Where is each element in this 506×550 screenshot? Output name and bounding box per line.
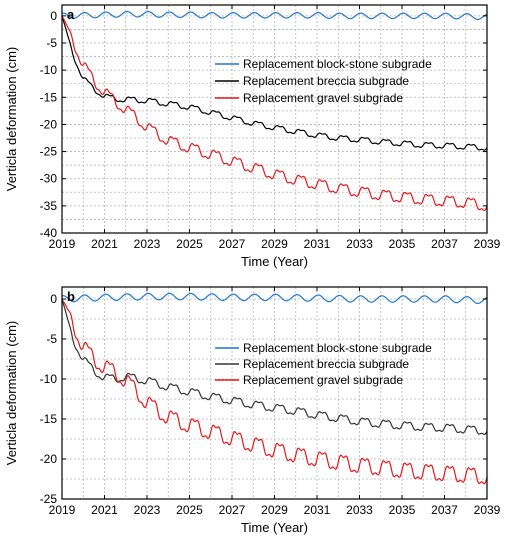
y-tick-label: 0 [50,9,57,23]
x-tick-label: 2029 [261,503,288,517]
y-tick-label: -15 [40,90,58,104]
y-tick-label: -20 [40,117,58,131]
grid-lines [62,287,487,500]
y-tick-label: -25 [40,492,58,506]
x-tick-label: 2039 [474,503,501,517]
y-tick-label: -35 [40,199,58,213]
series-line-1 [61,10,488,21]
x-tick-label: 2035 [389,503,416,517]
series-line-2 [61,15,488,151]
y-tick-label: -5 [46,36,57,50]
x-tick-label: 2029 [261,237,288,251]
series-line-2 [61,298,488,436]
x-tick-label: 2021 [91,503,118,517]
y-tick-label: -20 [40,452,58,466]
y-tick-label: -25 [40,145,58,159]
legend-label: Replacement block-stone subgrade [243,341,432,355]
x-tick-label: 2037 [431,503,458,517]
panel-label: b [67,289,75,304]
x-axis-label: Time (Year) [241,520,308,535]
x-tick-label: 2033 [346,237,373,251]
legend-label: Replacement gravel subgrade [243,91,403,105]
x-tick-label: 2019 [49,503,76,517]
legend-label: Replacement breccia subgrade [243,74,409,88]
y-tick-label: -30 [40,172,58,186]
x-tick-label: 2027 [219,503,246,517]
y-tick-label: 0 [50,292,57,306]
x-tick-label: 2021 [91,237,118,251]
legend-label: Replacement breccia subgrade [243,357,409,371]
y-tick-label: -40 [40,226,58,240]
y-axis-label: Verticla deformation (cm) [4,47,19,192]
x-tick-label: 2019 [49,237,76,251]
x-tick-label: 2023 [134,503,161,517]
x-tick-label: 2037 [431,237,458,251]
x-tick-label: 2025 [176,237,203,251]
x-tick-label: 2039 [474,237,501,251]
x-tick-label: 2027 [219,237,246,251]
y-tick-label: -5 [46,332,57,346]
x-tick-label: 2035 [389,237,416,251]
x-tick-label: 2025 [176,503,203,517]
series-line-1 [61,292,488,305]
legend-label: Replacement block-stone subgrade [243,57,432,71]
series-line-3 [61,298,488,485]
x-tick-label: 2031 [304,237,331,251]
x-tick-label: 2023 [134,237,161,251]
x-tick-label: 2031 [304,503,331,517]
y-tick-label: -10 [40,63,58,77]
legend-label: Replacement gravel subgrade [243,373,403,387]
x-axis-label: Time (Year) [241,254,308,269]
panel-label: a [67,7,75,22]
y-tick-label: -15 [40,412,58,426]
y-axis-label: Verticla deformation (cm) [4,321,19,466]
y-tick-label: -10 [40,372,58,386]
series-line-3 [61,15,488,212]
x-tick-label: 2033 [346,503,373,517]
grid-lines [62,5,487,234]
